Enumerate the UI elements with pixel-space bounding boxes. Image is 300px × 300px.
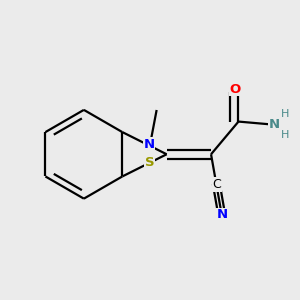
Text: H: H: [281, 109, 290, 119]
Text: H: H: [281, 130, 290, 140]
Text: N: N: [143, 138, 155, 151]
Text: C: C: [213, 178, 221, 191]
Text: N: N: [268, 118, 280, 131]
Text: N: N: [217, 208, 228, 221]
Text: O: O: [230, 82, 241, 96]
Text: S: S: [145, 156, 154, 169]
